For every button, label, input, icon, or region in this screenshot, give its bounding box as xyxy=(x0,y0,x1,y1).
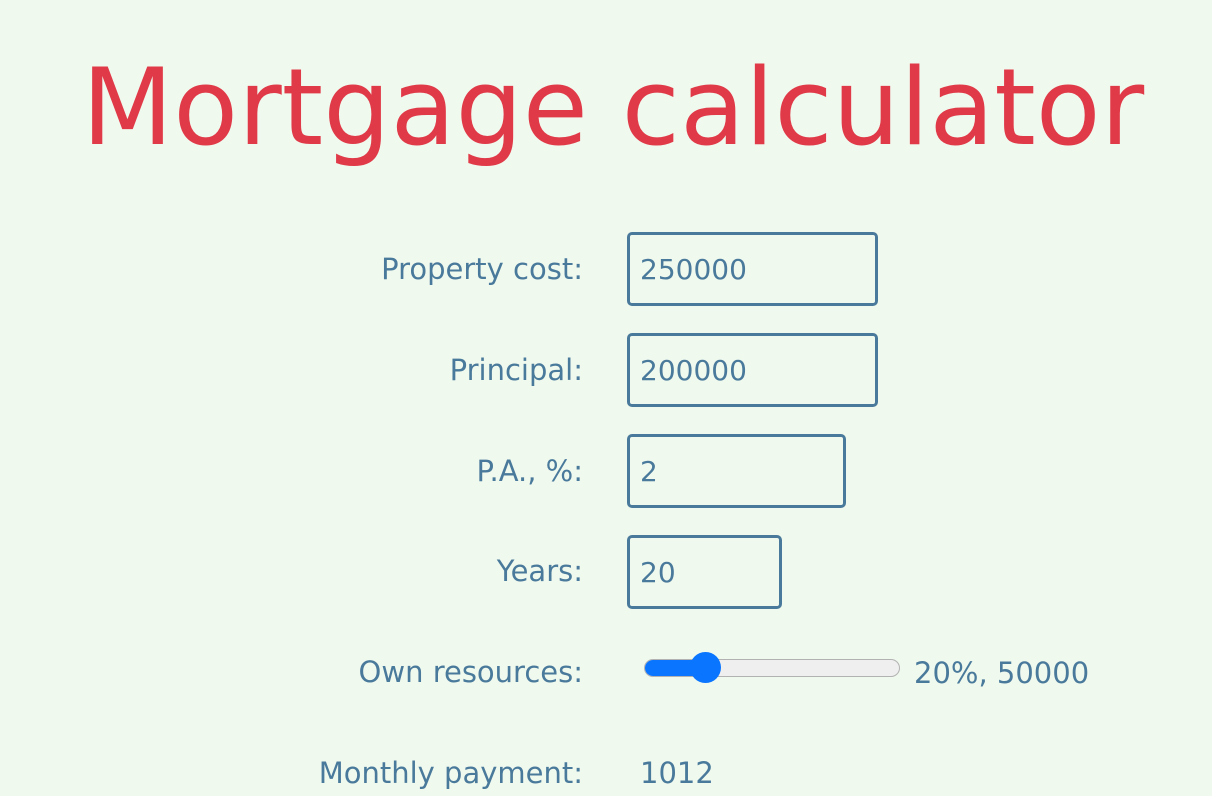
monthly-payment-value: 1012 xyxy=(640,756,714,790)
pa-percent-label: P.A., %: xyxy=(476,454,584,488)
page-title: Mortgage calculator xyxy=(81,46,1145,169)
own-resources-slider[interactable] xyxy=(644,652,900,683)
property-cost-input[interactable] xyxy=(627,232,878,306)
pa-percent-input[interactable] xyxy=(627,434,846,508)
years-input[interactable] xyxy=(627,535,782,609)
years-label: Years: xyxy=(496,554,583,588)
own-resources-readout: 20%, 50000 xyxy=(914,656,1090,690)
principal-input[interactable] xyxy=(627,333,878,407)
property-cost-label: Property cost: xyxy=(381,252,583,286)
principal-label: Principal: xyxy=(449,353,583,387)
monthly-payment-label: Monthly payment: xyxy=(318,756,583,790)
own-resources-label: Own resources: xyxy=(358,655,583,689)
own-resources-slider-thumb[interactable] xyxy=(689,652,721,683)
